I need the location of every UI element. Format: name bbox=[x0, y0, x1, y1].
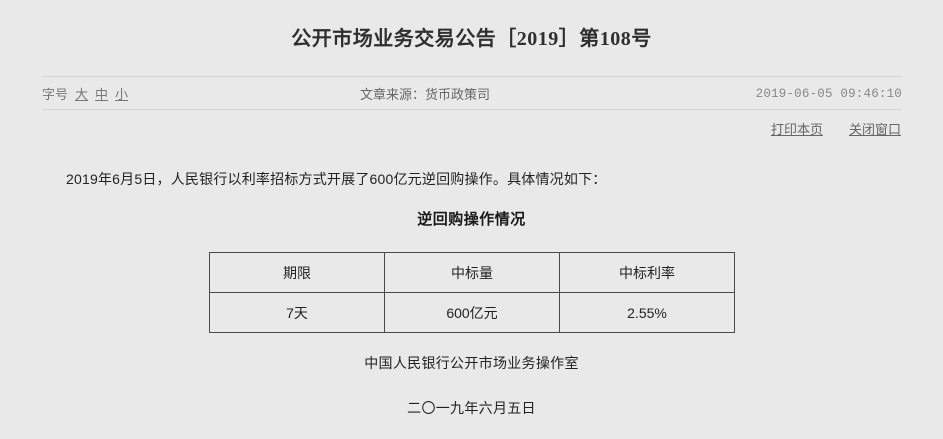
close-window-link[interactable]: 关闭窗口 bbox=[848, 122, 901, 137]
body-paragraph: 2019年6月5日，人民银行以利率招标方式开展了600亿元逆回购操作。具体情况如… bbox=[66, 171, 607, 187]
table-header-term: 期限 bbox=[209, 252, 385, 293]
font-size-large-button[interactable]: 大 bbox=[75, 87, 89, 102]
font-size-small-button[interactable]: 小 bbox=[115, 87, 129, 102]
section-heading: 逆回购操作情况 bbox=[417, 211, 526, 228]
publish-timestamp: 2019-06-05 09:46:10 bbox=[755, 86, 902, 101]
signature-organization: 中国人民银行公开市场业务操作室 bbox=[364, 355, 579, 371]
font-size-medium-button[interactable]: 中 bbox=[95, 87, 109, 102]
table-header-row: 期限 中标量 中标利率 bbox=[209, 252, 735, 293]
reverse-repo-table: 期限 中标量 中标利率 7天 600亿元 2.55% bbox=[209, 252, 735, 333]
table-cell-term: 7天 bbox=[209, 292, 385, 333]
signature-date: 二〇一九年六月五日 bbox=[407, 400, 536, 416]
font-size-label: 字号 bbox=[42, 87, 69, 102]
font-size-controls: 字号 大 中 小 bbox=[42, 77, 128, 110]
table-cell-volume: 600亿元 bbox=[384, 292, 560, 333]
meta-toolbar: 字号 大 中 小 文章来源：货币政策司 2019-06-05 09:46:10 bbox=[42, 76, 902, 110]
table-row: 7天 600亿元 2.55% bbox=[209, 292, 735, 333]
table-cell-rate: 2.55% bbox=[559, 292, 735, 333]
page-title: 公开市场业务交易公告［2019］第108号 bbox=[291, 28, 652, 50]
article-source: 文章来源：货币政策司 bbox=[360, 87, 491, 102]
table-header-rate: 中标利率 bbox=[559, 252, 735, 293]
action-links: 打印本页 关闭窗口 bbox=[771, 119, 901, 138]
print-page-link[interactable]: 打印本页 bbox=[770, 122, 823, 137]
table-header-volume: 中标量 bbox=[384, 252, 560, 293]
